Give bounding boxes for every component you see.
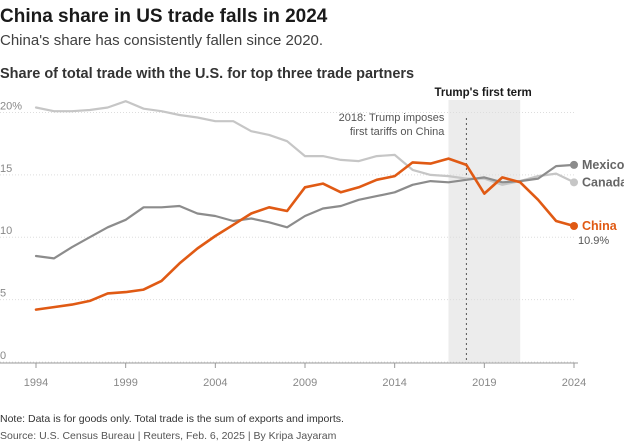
y-tick-label: 15 [0, 163, 12, 175]
series-line-canada [34, 100, 576, 186]
series-line-china [34, 157, 576, 311]
x-tick-label: 2009 [293, 377, 317, 389]
series-value-china: 10.9% [578, 235, 609, 247]
source-credit: Source: U.S. Census Bureau | Reuters, Fe… [0, 430, 337, 442]
series-label-mexico: Mexico [582, 158, 624, 172]
x-tick-label: 2024 [562, 377, 586, 389]
trump-first-term-band [448, 100, 521, 362]
x-tick-label: 1999 [113, 377, 137, 389]
series-label-china: China [582, 219, 618, 233]
footnote: Note: Data is for goods only. Total trad… [0, 413, 344, 425]
annotation-text-line-1: 2018: Trump imposes [339, 112, 445, 124]
series-label-canada: Canada [582, 175, 624, 189]
headline: China share in US trade falls in 2024 [0, 6, 328, 27]
series-line-mexico [34, 163, 576, 260]
chart-title: Share of total trade with the U.S. for t… [0, 66, 415, 82]
annotation-text-line-2: first tariffs on China [350, 126, 445, 138]
series-endpoint-mexico [570, 160, 578, 169]
x-tick-label: 2019 [472, 377, 496, 389]
trump-first-term-label: Trump's first term [434, 87, 531, 99]
series-endpoint-china [570, 222, 578, 231]
series-endpoint-canada [570, 178, 578, 187]
y-tick-label: 0 [0, 350, 6, 362]
trade-share-line-chart: Trump's first term 0 5 10 15 20% 1994 1999 2004 2… [0, 87, 624, 389]
y-tick-label: 20% [0, 100, 22, 112]
subheadline: China's share has consistently fallen si… [0, 32, 324, 49]
x-tick-label: 2004 [203, 377, 227, 389]
y-tick-label: 10 [0, 225, 12, 237]
y-tick-label: 5 [0, 288, 6, 300]
x-tick-label: 1994 [24, 377, 48, 389]
x-tick-label: 2014 [382, 377, 406, 389]
